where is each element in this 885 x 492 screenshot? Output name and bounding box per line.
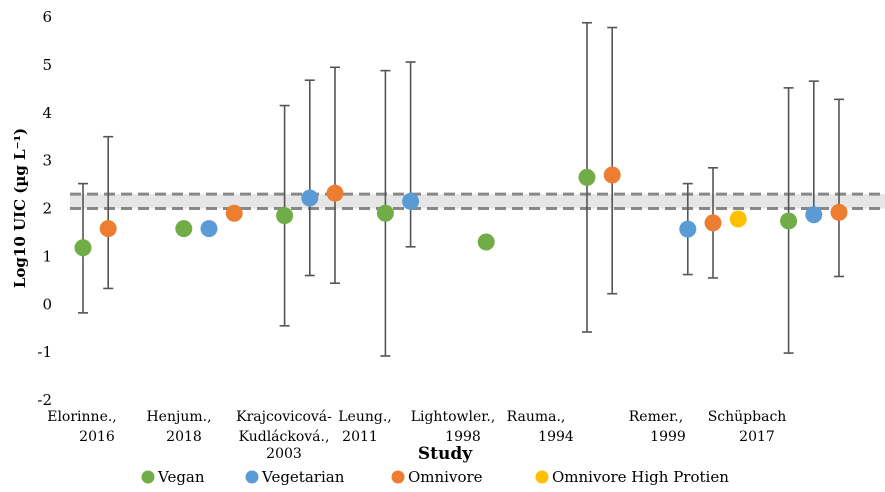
x-category-label: Remer., [629,409,683,425]
error-bar [103,135,114,290]
y-tick-label: 2 [42,200,52,218]
x-category-label: 1998 [445,429,481,445]
data-point-vegan [74,239,92,257]
data-points [74,166,848,257]
x-category-label: Henjum., [146,409,211,425]
x-category-label: 2018 [166,429,202,445]
x-category-label: 1999 [650,429,686,445]
legend-marker [535,470,549,484]
y-tick-label: 0 [42,295,52,313]
legend-marker [391,470,405,484]
x-category-label: 2011 [342,429,378,445]
error-bar [834,98,844,278]
legend-marker [141,470,155,484]
data-point-omnivore [603,166,621,184]
y-tick-label: 3 [42,152,52,170]
legend-item: Vegan [141,468,205,486]
y-tick-label: 5 [42,56,52,74]
data-point-vegetarian [679,220,697,238]
data-point-vegetarian [301,189,319,207]
x-category-label: Leung., [338,409,391,425]
reference-band [70,192,885,210]
x-category-label: Elorinne., [47,409,117,425]
x-category-label: 2003 [266,446,302,462]
legend-label: Vegetarian [261,468,345,486]
x-category-label: Kudlácková., [239,429,330,445]
data-point-omnivore [704,214,722,232]
legend-label: Omnivore [408,468,483,486]
y-tick-label: -1 [37,343,52,361]
data-point-omnivore [99,220,117,238]
data-point-vegetarian [200,220,218,238]
y-axis-title: Log10 UIC (µg L⁻¹) [11,128,29,288]
x-category-label: Lightowler., [411,409,496,425]
error-bar [405,61,416,248]
x-category-label: 2017 [739,429,775,445]
x-category-label: Schüpbach [708,409,787,425]
data-point-vegan [276,207,294,225]
y-axis: -2 -1 0 1 2 3 4 5 6 [37,8,52,409]
data-point-vegan [175,220,193,238]
error-bar [607,26,618,295]
reference-band-fill [70,194,885,209]
y-tick-label: 6 [42,8,52,26]
data-point-vegan [578,168,596,186]
x-category-label: 1994 [538,429,574,445]
x-axis-title: Study [418,444,473,464]
legend-marker [245,470,259,484]
x-category-label: Rauma., [507,409,566,425]
legend-label: Omnivore High Protien [552,468,729,486]
x-axis-labels: Elorinne., 2016 Henjum., 2018 Krajcovicová- K… [47,409,786,462]
legend: Vegan Vegetarian Omnivore Omnivore High Pro… [141,468,729,486]
y-tick-label: -2 [37,391,52,409]
data-point-omnivore-high-protien [729,210,747,228]
data-point-vegan [376,204,394,222]
data-point-vegetarian [805,206,823,224]
data-point-vegan [477,233,495,251]
legend-item: Omnivore [391,468,483,486]
error-bar [330,66,340,284]
legend-item: Vegetarian [245,468,345,486]
data-point-omnivore [326,184,344,202]
x-category-label: 2016 [79,429,115,445]
legend-label: Vegan [157,468,205,486]
data-point-vegan [780,212,798,230]
y-tick-label: 4 [42,104,52,122]
data-point-omnivore [225,204,243,222]
error-bar [304,79,315,277]
y-tick-label: 1 [42,247,52,265]
data-point-vegetarian [402,192,420,210]
legend-item: Omnivore High Protien [535,468,729,486]
error-bars [78,21,844,357]
x-category-label: Krajcovicová- [236,409,332,425]
data-point-omnivore [830,203,848,221]
